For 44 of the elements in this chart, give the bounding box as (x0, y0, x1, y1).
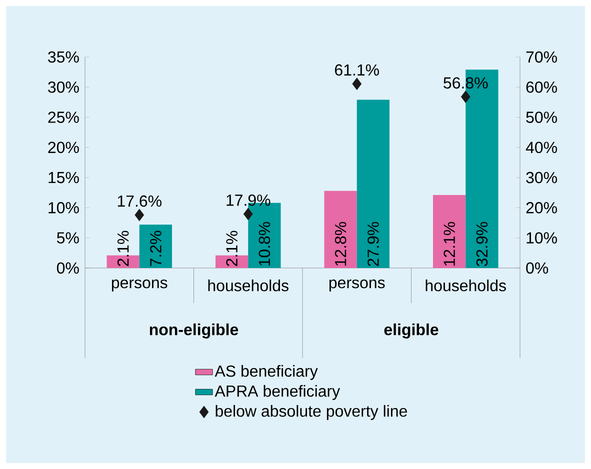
data-label: 61.1% (335, 64, 379, 76)
y2-tick-label: 40% (526, 142, 557, 154)
bar (356, 100, 390, 268)
y2-tick-label: 30% (526, 172, 557, 184)
y2-tick-label: 0% (526, 262, 548, 274)
bar (139, 224, 172, 268)
data-label: 10.8% (258, 222, 270, 266)
data-label: 17.6% (118, 195, 162, 207)
legend-label: APRA beneficiary (214, 385, 340, 400)
point (352, 78, 362, 90)
y-tick-label: 35% (48, 51, 79, 63)
data-label: 27.9% (368, 222, 379, 266)
x-tick-label: persons (329, 280, 385, 292)
y2-tick-label: 10% (526, 232, 557, 244)
bar (324, 190, 357, 268)
y2-tick-label: 20% (526, 202, 557, 214)
y-tick-label: 20% (48, 142, 79, 154)
y-tick-label: 25% (48, 112, 79, 123)
text: non-eligible (150, 324, 238, 338)
y2-tick-label: 50% (526, 112, 557, 123)
point (460, 90, 470, 103)
data-label: 7.2% (150, 230, 162, 266)
x-tick-label: persons (112, 280, 168, 292)
legend-label: below absolute poverty line (216, 405, 407, 420)
y-tick-label: 5% (56, 232, 79, 244)
y-tick-label: 30% (48, 81, 79, 93)
x-tick-label: households (426, 280, 506, 292)
legend-label: AS beneficiary (214, 365, 318, 380)
data-label: 12.8% (334, 222, 346, 266)
data-label: 17.9% (226, 194, 270, 206)
y2-tick-label: 70% (526, 51, 557, 63)
data-label: 32.9% (476, 222, 488, 266)
data-label: 2.1% (117, 230, 129, 266)
y2-tick-label: 60% (526, 81, 557, 93)
y-tick-label: 15% (48, 172, 79, 184)
point (243, 208, 253, 220)
data-label: 12.1% (444, 222, 455, 266)
data-label: 2.1% (226, 230, 238, 266)
y-tick-label: 0% (56, 262, 79, 274)
point (134, 208, 144, 222)
x-tick-label: households (208, 280, 288, 292)
bar (433, 195, 466, 268)
y-tick-label: 10% (48, 202, 79, 214)
text: eligible (384, 324, 438, 338)
